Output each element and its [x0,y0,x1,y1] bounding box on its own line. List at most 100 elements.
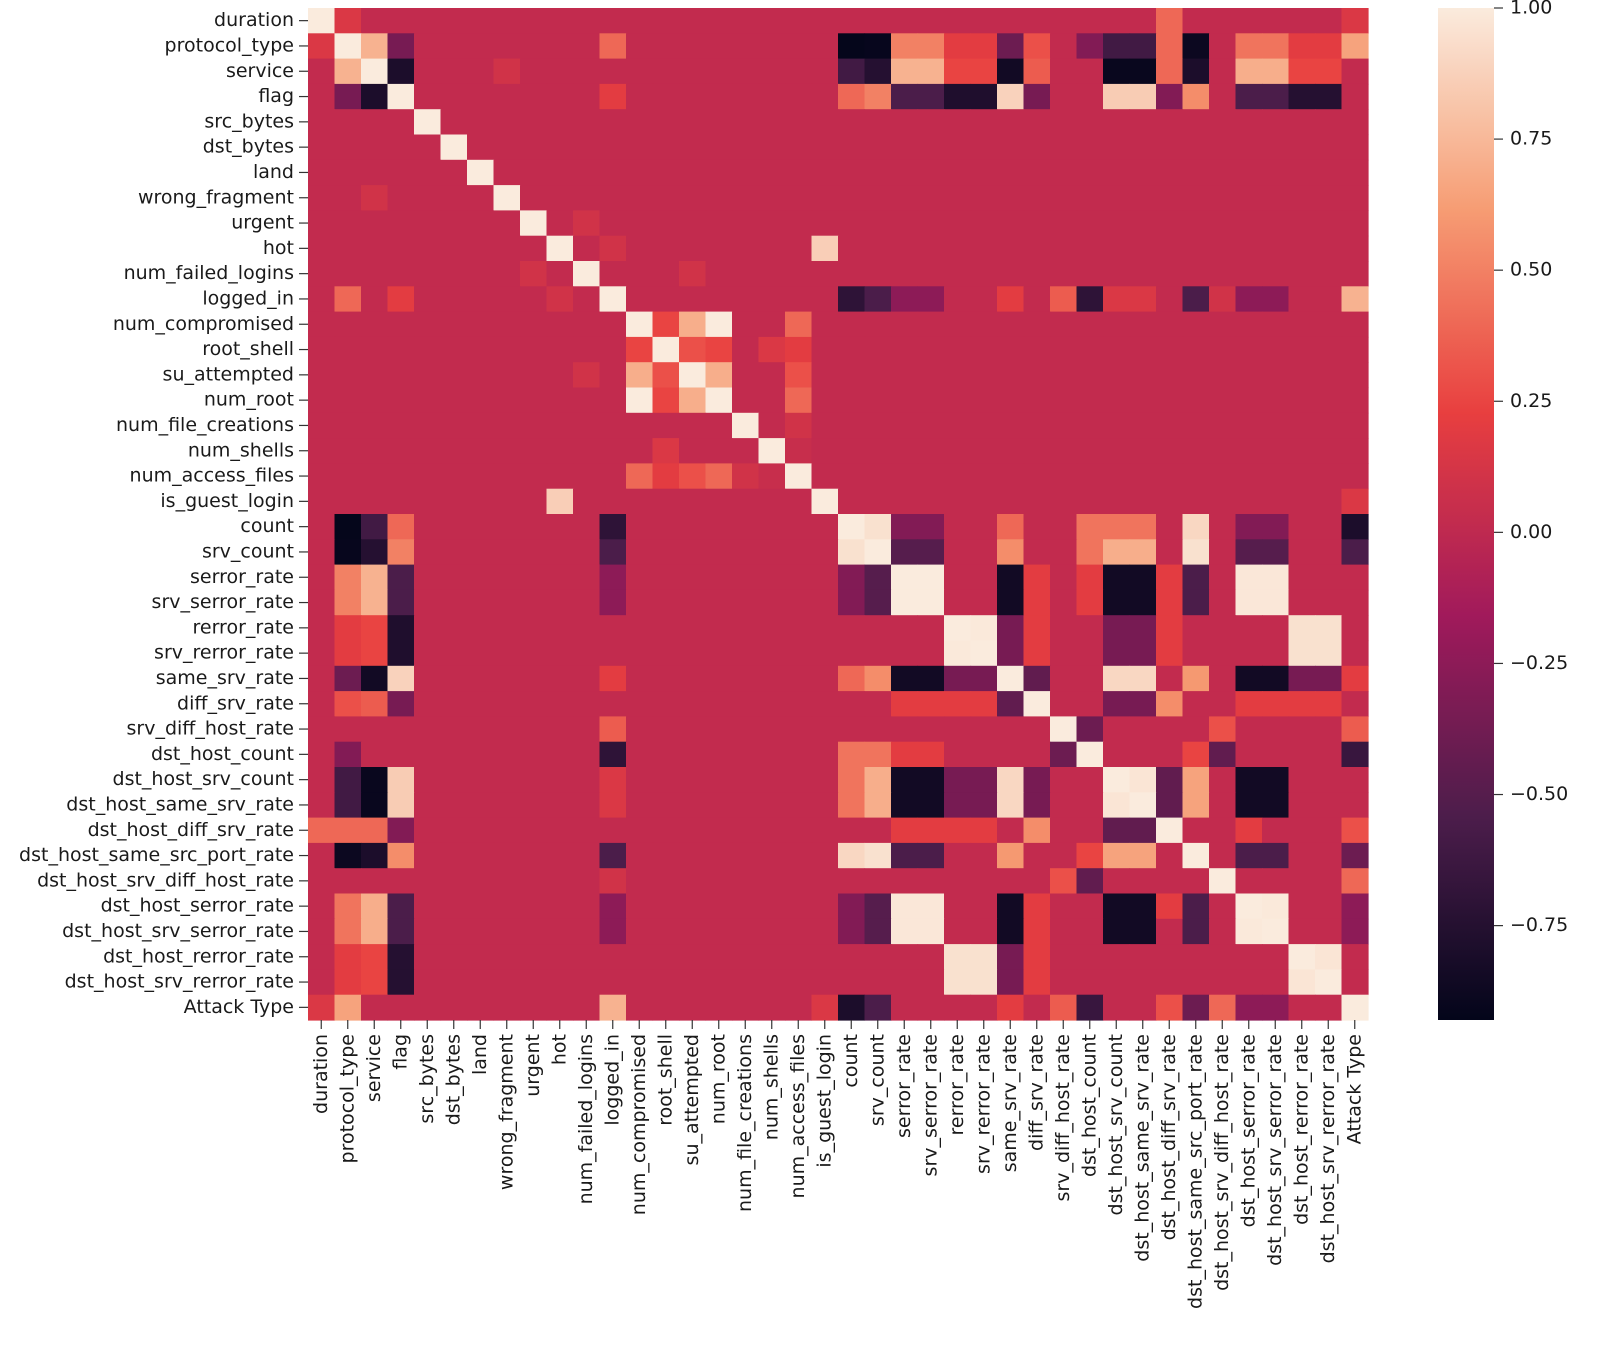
heatmap-cell [308,842,336,869]
heatmap-cell [387,438,415,464]
heatmap-cell [361,488,389,515]
heatmap-cell [811,716,839,743]
heatmap-cell [520,134,548,161]
heatmap-cell [1182,640,1210,667]
heatmap-cell [573,412,601,439]
heatmap-cell [1129,261,1157,287]
heatmap-cell [1156,842,1184,869]
heatmap-cell [705,488,733,515]
heatmap-cell [838,412,866,439]
heatmap-cell [1129,159,1157,186]
heatmap-cell [705,185,733,211]
heatmap-cell [308,969,336,996]
heatmap-cell [334,514,362,540]
heatmap-cell [917,792,945,819]
heatmap-cell [573,488,601,515]
heatmap-cell [732,58,760,85]
colorbar-tick-label: 0.50 [1510,259,1552,281]
y-tick-label: dst_bytes [203,136,294,158]
heatmap-cell [811,185,839,211]
heatmap-cell [1103,615,1131,642]
heatmap-cell [1050,109,1078,136]
heatmap-cell [785,944,813,970]
heatmap-cell [944,8,972,34]
heatmap-cell [679,741,707,768]
heatmap-cell [652,969,680,996]
heatmap-cell [944,691,972,717]
heatmap-cell [997,817,1025,844]
heatmap-cell [1341,918,1369,945]
heatmap-cell [361,691,389,717]
heatmap-cell [652,33,680,60]
heatmap-cell [626,665,654,692]
heatmap-cell [1076,665,1104,692]
heatmap-cell [440,83,468,110]
heatmap-cell [838,817,866,844]
heatmap-cell [467,387,495,414]
heatmap-cell [864,564,892,591]
heatmap-cell [891,767,919,793]
heatmap-cell [626,539,654,566]
heatmap-cell [1050,640,1078,667]
heatmap-cell [1341,969,1369,996]
heatmap-cell [467,488,495,515]
heatmap-cell [467,8,495,34]
heatmap-cell [891,792,919,819]
heatmap-cell [705,159,733,186]
heatmap-cell [520,691,548,717]
heatmap-cell [1023,387,1051,414]
heatmap-cell [679,969,707,996]
x-tick-label: num_file_creations [734,1034,756,1212]
heatmap-cell [705,336,733,363]
heatmap-cell [785,58,813,85]
heatmap-cell [1129,539,1157,566]
heatmap-cell [493,463,521,490]
heatmap-cell [758,8,786,34]
heatmap-cell [1103,463,1131,490]
heatmap-cell [414,691,442,717]
heatmap-cell [864,58,892,85]
heatmap-cell [1182,665,1210,692]
heatmap-cell [361,615,389,642]
heatmap-cell [626,412,654,439]
heatmap-cell [652,665,680,692]
heatmap-cell [493,311,521,338]
heatmap-cell [811,362,839,389]
heatmap-cell [1156,311,1184,338]
y-tick-label: rerror_rate [193,616,295,638]
heatmap-cell [1235,767,1263,793]
heatmap-cell [626,362,654,389]
heatmap-cell [1182,615,1210,642]
heatmap-cell [1235,514,1263,540]
heatmap-cell [1156,235,1184,262]
heatmap-cell [838,438,866,464]
heatmap-cell [573,311,601,338]
heatmap-cell [785,767,813,793]
heatmap-cell [1235,640,1263,667]
heatmap-cell [732,539,760,566]
heatmap-cell [308,286,336,313]
heatmap-cell [387,83,415,110]
heatmap-cell [387,488,415,515]
heatmap-cell [440,691,468,717]
heatmap-cell [652,514,680,540]
heatmap-cell [573,539,601,566]
heatmap-cell [1341,58,1369,85]
heatmap-cell [626,185,654,211]
heatmap-cell [626,893,654,920]
heatmap-cell [732,8,760,34]
heatmap-cell [626,387,654,414]
heatmap-cell [440,589,468,616]
heatmap-cell [387,944,415,970]
heatmap-cell [997,691,1025,717]
heatmap-cell [652,58,680,85]
heatmap-cell [917,741,945,768]
heatmap-cell [1182,488,1210,515]
heatmap-cell [891,336,919,363]
heatmap-cell [652,792,680,819]
heatmap-cell [891,615,919,642]
heatmap-cell [758,969,786,996]
heatmap-cell [1023,640,1051,667]
heatmap-cell [705,83,733,110]
heatmap-cell [440,817,468,844]
